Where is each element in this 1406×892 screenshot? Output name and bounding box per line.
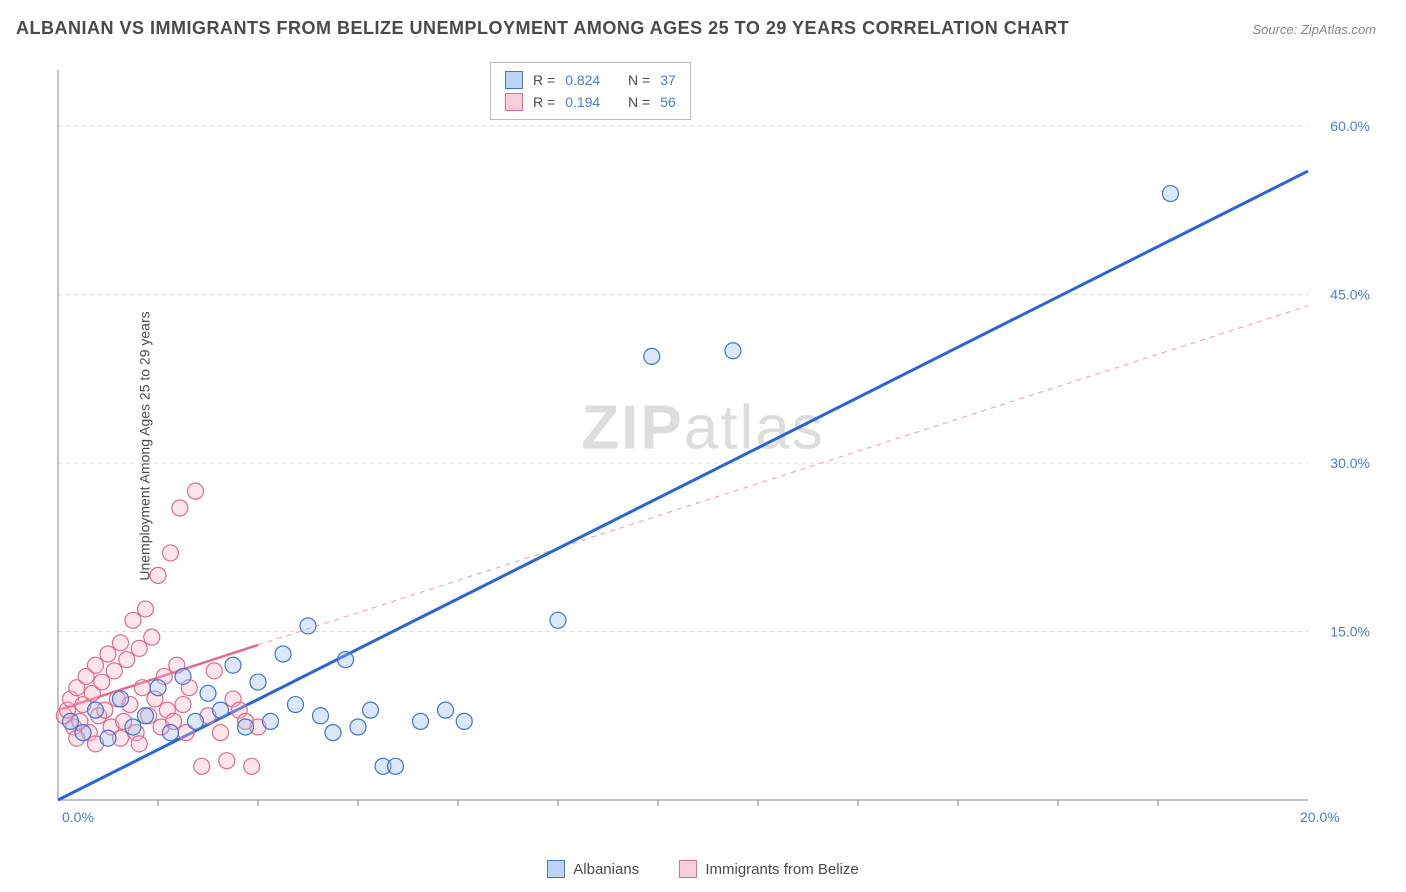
legend-swatch-icon	[679, 860, 697, 878]
legend-item-belize: Immigrants from Belize	[679, 860, 858, 878]
legend-stats-row: R = 0.194 N = 56	[505, 91, 676, 113]
source-attribution: Source: ZipAtlas.com	[1252, 22, 1376, 37]
legend-stats-row: R = 0.824 N = 37	[505, 69, 676, 91]
chart-container: ALBANIAN VS IMMIGRANTS FROM BELIZE UNEMP…	[0, 0, 1406, 892]
legend-swatch-belize	[505, 93, 523, 111]
legend-label: Albanians	[573, 861, 639, 878]
legend-item-albanians: Albanians	[547, 860, 639, 878]
legend-stats-box: R = 0.824 N = 37 R = 0.194 N = 56	[490, 62, 691, 120]
plot-area: 15.0% 30.0% 45.0% 60.0% 0.0% 20.0%	[48, 60, 1378, 840]
legend-swatch-albanians	[505, 71, 523, 89]
chart-title: ALBANIAN VS IMMIGRANTS FROM BELIZE UNEMP…	[16, 18, 1069, 39]
legend-label: Immigrants from Belize	[705, 861, 858, 878]
r-value-albanians: 0.824	[565, 69, 600, 91]
legend-swatch-icon	[547, 860, 565, 878]
bottom-legend: Albanians Immigrants from Belize	[0, 860, 1406, 882]
svg-text:0.0%: 0.0%	[62, 809, 94, 825]
svg-text:30.0%: 30.0%	[1330, 455, 1370, 471]
svg-text:60.0%: 60.0%	[1330, 118, 1370, 134]
n-value-belize: 56	[660, 91, 676, 113]
svg-text:15.0%: 15.0%	[1330, 624, 1370, 640]
r-value-belize: 0.194	[565, 91, 600, 113]
svg-text:20.0%: 20.0%	[1300, 809, 1340, 825]
chart-svg: 15.0% 30.0% 45.0% 60.0% 0.0% 20.0%	[48, 60, 1378, 840]
n-value-albanians: 37	[660, 69, 676, 91]
svg-text:45.0%: 45.0%	[1330, 287, 1370, 303]
